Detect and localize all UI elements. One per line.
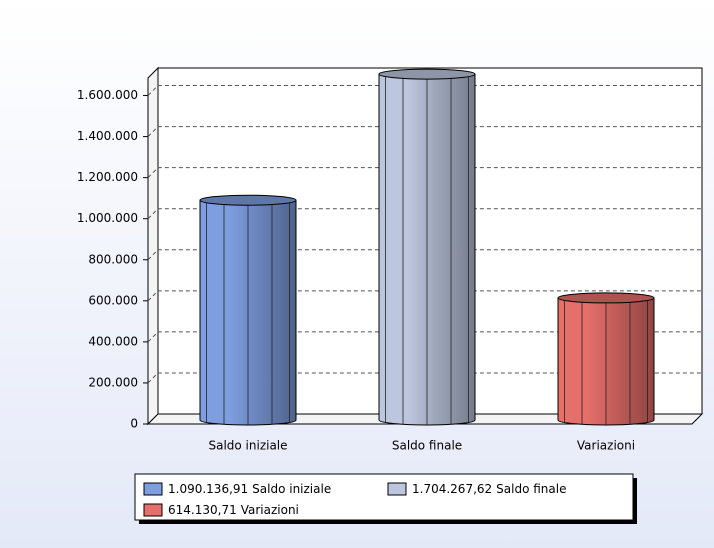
grid-line — [147, 249, 702, 261]
y-tick-label: 1.600.000 — [77, 88, 138, 102]
bar-top — [199, 194, 297, 206]
y-tick-label: 400.000 — [88, 334, 138, 348]
x-tick-label: Variazioni — [577, 439, 635, 453]
legend-swatch — [143, 503, 163, 517]
x-tick-label: Saldo finale — [392, 439, 462, 453]
y-tick-label: 800.000 — [88, 252, 138, 266]
bar-top — [378, 68, 476, 80]
grid-line — [147, 331, 702, 343]
legend-items: 1.090.136,91 Saldo iniziale 1.704.267,62 Sa… — [143, 482, 566, 517]
legend-value: 614.130,71 — [168, 503, 237, 517]
legend-swatch — [387, 482, 407, 496]
bars — [199, 68, 655, 426]
left-wall — [147, 66, 159, 426]
bar — [557, 292, 655, 426]
y-tick-label: 200.000 — [88, 375, 138, 389]
y-tick-label: 0 — [130, 417, 138, 431]
grid-line — [147, 208, 702, 220]
legend-name: Saldo finale — [496, 482, 566, 496]
grid-line — [147, 85, 702, 96]
legend-label: 1.704.267,62 Saldo finale — [412, 482, 566, 496]
y-tick-label: 600.000 — [88, 293, 138, 307]
legend-name: Variazioni — [241, 503, 299, 517]
grid-line — [147, 126, 702, 137]
grid-line — [147, 372, 702, 384]
legend — [134, 473, 634, 521]
legend-value: 1.090.136,91 — [168, 482, 248, 496]
y-tick-label: 1.400.000 — [77, 129, 138, 143]
grid — [143, 85, 702, 425]
legend-name: Saldo iniziale — [252, 482, 331, 496]
legend-label: 614.130,71 Variazioni — [168, 503, 299, 517]
grid-line — [147, 290, 702, 302]
legend-swatch — [143, 482, 163, 496]
bar — [378, 68, 476, 426]
bar — [199, 194, 297, 426]
y-tick-label: 1.200.000 — [77, 170, 138, 184]
legend-label: 1.090.136,91 Saldo iniziale — [168, 482, 331, 496]
bar-top — [557, 292, 655, 304]
grid-line — [147, 167, 702, 179]
y-tick-label: 1.000.000 — [77, 211, 138, 225]
legend-value: 1.704.267,62 — [412, 482, 492, 496]
x-tick-label: Saldo iniziale — [208, 439, 287, 453]
